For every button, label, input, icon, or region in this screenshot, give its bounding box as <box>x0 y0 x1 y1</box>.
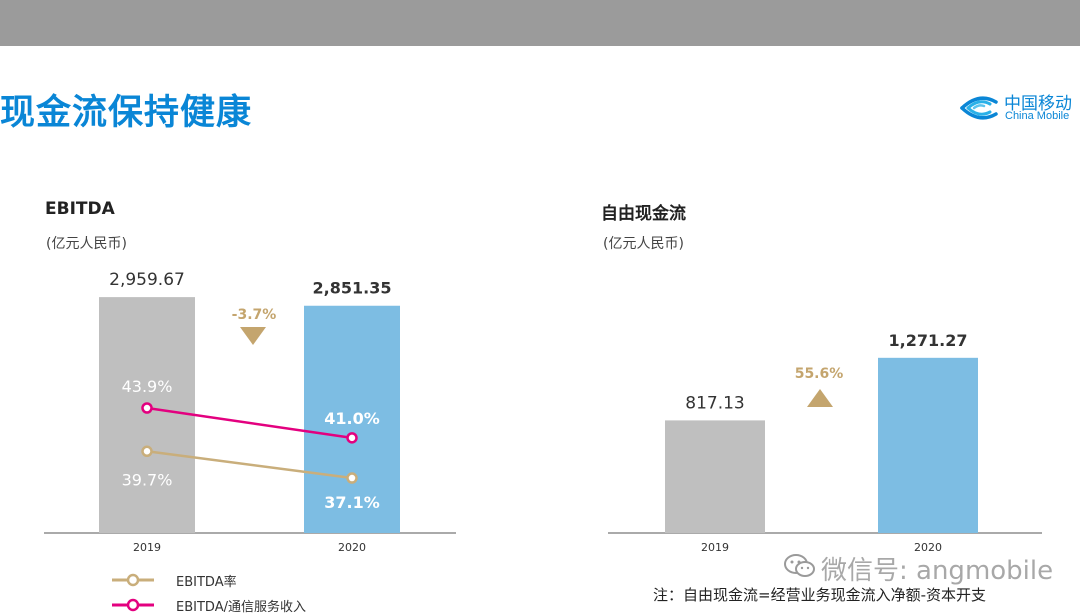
ebitda-tick-label-2020: 2020 <box>338 541 366 554</box>
ebitda-unit-label: (亿元人民币) <box>46 236 127 252</box>
legend-label-ebitda-ratio: EBITDA/通信服务收入 <box>176 600 306 615</box>
fcf-value-label-2020: 1,271.27 <box>889 331 968 350</box>
fcf-tick-label-2020: 2020 <box>914 541 942 554</box>
ebitda-rate-point-2019 <box>141 445 153 458</box>
ebitda-ratio-point-2019 <box>141 402 153 414</box>
ebitda-change-down-arrow <box>240 327 266 345</box>
china-mobile-logo: 中国移动 China Mobile <box>958 86 1080 128</box>
ebitda-rate-label-2019: 39.7% <box>122 470 173 489</box>
fcf-bar-2019 <box>665 420 765 533</box>
page-title: 现金流保持健康 <box>0 93 253 133</box>
fcf-footnote: 注：自由现金流=经营业务现金流入净额-资本开支 <box>653 586 986 604</box>
ebitda-rate-label-2020: 37.1% <box>324 493 380 512</box>
fcf-unit-label: (亿元人民币) <box>603 236 684 252</box>
logo-text-en: China Mobile <box>1005 110 1070 122</box>
ebitda-value-label-2019: 2,959.67 <box>109 270 185 290</box>
fcf-value-label-2019: 817.13 <box>685 393 744 413</box>
ebitda-tick-label-2019: 2019 <box>133 541 161 554</box>
ebitda-chart-title: EBITDA <box>45 199 115 219</box>
ebitda-change-label: -3.7% <box>232 307 277 323</box>
fcf-bar-2020 <box>878 357 978 533</box>
ebitda-rate-point-2020 <box>346 472 358 484</box>
china-mobile-logo-icon <box>960 96 998 120</box>
fcf-tick-label-2019: 2019 <box>701 541 729 554</box>
ebitda-ratio-point-2020 <box>346 432 358 444</box>
ebitda-value-label-2020: 2,851.35 <box>313 279 392 298</box>
watermark-text: 微信号: angmobile <box>821 556 1054 586</box>
legend-label-ebitda-rate: EBITDA率 <box>176 575 237 590</box>
fcf-change-label: 55.6% <box>795 366 844 382</box>
ebitda-ratio-line <box>146 406 353 440</box>
wechat-icon <box>784 554 815 577</box>
ebitda-rate-line <box>146 450 353 480</box>
fcf-change-up-arrow <box>807 389 833 407</box>
fcf-chart-title: 自由现金流 <box>601 204 686 224</box>
ebitda-ratio-label-2020: 41.0% <box>324 409 380 428</box>
logo-text-cn: 中国移动 <box>1004 94 1072 114</box>
ebitda-bar-2020 <box>304 305 400 533</box>
top-banner <box>0 0 1080 46</box>
ebitda-bar-2019 <box>99 297 195 533</box>
ebitda-ratio-label-2019: 43.9% <box>122 377 173 396</box>
